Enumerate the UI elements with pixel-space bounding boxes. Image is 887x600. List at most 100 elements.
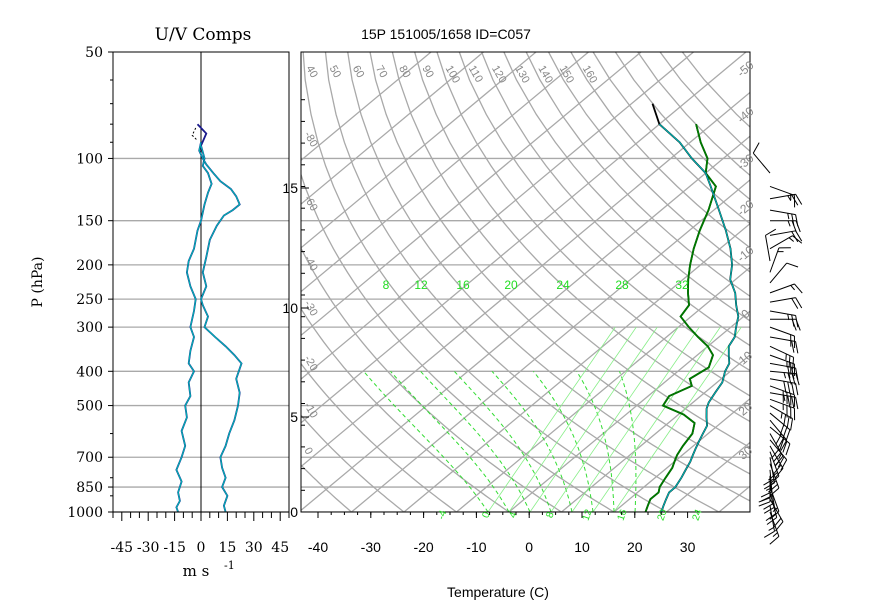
uv-xtick-label: 0 bbox=[197, 540, 206, 556]
dry-adiabat bbox=[369, 52, 750, 475]
wind-barb bbox=[769, 209, 799, 227]
uv-title: U/V Comps bbox=[155, 25, 252, 45]
dry-adiabat bbox=[301, 464, 353, 512]
wind-barb bbox=[768, 451, 780, 485]
uv-ytick-label: 150 bbox=[76, 214, 103, 230]
wind-barb bbox=[752, 142, 771, 174]
dry-adiabat-label: -60 bbox=[301, 194, 319, 214]
wind-barb bbox=[769, 336, 799, 354]
isotherm bbox=[613, 397, 750, 512]
wind-barb bbox=[769, 297, 803, 309]
skewt-xtick-label: 0 bbox=[525, 539, 533, 555]
dry-adiabat bbox=[480, 52, 750, 347]
dry-adiabat bbox=[525, 52, 750, 298]
isotherm-label: 90 bbox=[419, 64, 436, 81]
dry-adiabat bbox=[547, 52, 750, 273]
skewt-xlabel: Temperature (C) bbox=[447, 584, 549, 600]
skewt-frame bbox=[300, 51, 751, 513]
mixing-ratio-line bbox=[508, 326, 637, 512]
wind-barb bbox=[769, 310, 799, 328]
mixing-ratio-line bbox=[592, 326, 721, 512]
dry-adiabat bbox=[301, 307, 511, 512]
wind-barb bbox=[769, 247, 791, 273]
isotherm bbox=[456, 266, 750, 512]
skewt-xtick-label: -10 bbox=[466, 539, 486, 555]
uv-xtick-label: -45 bbox=[111, 540, 134, 556]
isotherm bbox=[403, 222, 750, 512]
dry-adiabat bbox=[503, 52, 750, 322]
wind-barb bbox=[769, 405, 794, 431]
moist-adiabat bbox=[453, 370, 552, 512]
uv-series-line-0 bbox=[175, 123, 213, 513]
isotherm bbox=[301, 52, 643, 337]
wind-barb bbox=[764, 228, 777, 262]
uv-ytick-label: 50 bbox=[85, 45, 103, 61]
isotherm bbox=[772, 18, 887, 512]
mixing-ratio-label: 12 bbox=[414, 278, 428, 292]
skewt-title: 15P 151005/1658 ID=C057 bbox=[361, 26, 531, 42]
mixing-ratio-line bbox=[571, 326, 700, 512]
profile-line-1 bbox=[644, 123, 717, 512]
moist-adiabat-label: 0 bbox=[481, 510, 493, 519]
moist-adiabat bbox=[533, 370, 594, 512]
height-tick-label: 0 bbox=[290, 504, 298, 520]
uv-ytick-label: 250 bbox=[76, 292, 103, 308]
uv-ytick-label: 300 bbox=[76, 320, 103, 336]
uv-ytick-label: 500 bbox=[76, 399, 103, 415]
mixing-ratio-line bbox=[550, 326, 679, 512]
isotherm-label: 130 bbox=[512, 64, 532, 86]
isotherm-label: 60 bbox=[350, 64, 367, 81]
isotherm-label: 80 bbox=[396, 64, 413, 81]
dry-adiabat bbox=[414, 52, 750, 423]
wind-barb bbox=[769, 378, 799, 396]
wind-barb bbox=[769, 354, 796, 377]
isotherm bbox=[301, 52, 748, 424]
isotherm bbox=[301, 52, 590, 293]
dry-adiabat bbox=[302, 52, 668, 512]
dry-adiabat-label: 0 bbox=[301, 446, 314, 457]
dry-adiabat bbox=[301, 172, 616, 512]
moist-adiabat-label: 24 bbox=[691, 508, 705, 523]
moist-adiabat bbox=[363, 370, 489, 512]
dry-adiabat-label: -40 bbox=[301, 254, 319, 274]
mixing-ratio-label: 32 bbox=[675, 278, 689, 292]
isotherm-label: 50 bbox=[327, 64, 344, 81]
wind-barb bbox=[769, 345, 795, 370]
wind-barb bbox=[769, 326, 796, 349]
isotherm-edge-label: -10 bbox=[734, 243, 757, 265]
uv-ytick-label: 200 bbox=[76, 258, 103, 274]
isotherm bbox=[824, 18, 887, 512]
mixing-ratio-label: 16 bbox=[456, 278, 470, 292]
uv-ytick-label: 400 bbox=[76, 364, 103, 380]
isotherm-edge-label: 20 bbox=[736, 399, 755, 419]
dry-adiabat-label: -20 bbox=[301, 354, 319, 374]
height-tick-label: 5 bbox=[290, 409, 298, 425]
dry-adiabat bbox=[105, 36, 255, 520]
uv-xlabel: m s bbox=[183, 562, 210, 580]
wind-barb bbox=[769, 370, 800, 386]
dry-adiabat bbox=[301, 414, 406, 512]
moist-adiabat-label: 20 bbox=[656, 508, 670, 523]
dry-adiabat bbox=[636, 52, 750, 177]
skewt-xtick-label: -30 bbox=[361, 539, 381, 555]
uv-xtick-label: 15 bbox=[218, 540, 236, 556]
moist-adiabat-label: 8 bbox=[545, 510, 557, 519]
isotherm bbox=[301, 135, 750, 512]
wind-barb bbox=[769, 498, 784, 532]
isotherm bbox=[561, 354, 750, 512]
mixing-ratio-line bbox=[529, 326, 658, 512]
uv-series-line-3 bbox=[198, 142, 243, 513]
moist-adiabat bbox=[420, 370, 531, 512]
isotherm-edge-label: 30 bbox=[736, 443, 755, 463]
wind-barb bbox=[769, 412, 791, 442]
dry-adiabat bbox=[458, 52, 750, 372]
mixing-ratio-label: 28 bbox=[615, 278, 629, 292]
skewt-xtick-label: 20 bbox=[627, 539, 643, 555]
uv-xlabel-exponent: -1 bbox=[224, 559, 235, 572]
isotherm-label: 70 bbox=[373, 64, 390, 81]
isotherm-label: 110 bbox=[466, 64, 485, 85]
dry-adiabat bbox=[391, 52, 750, 449]
profile-line-3 bbox=[659, 123, 739, 512]
